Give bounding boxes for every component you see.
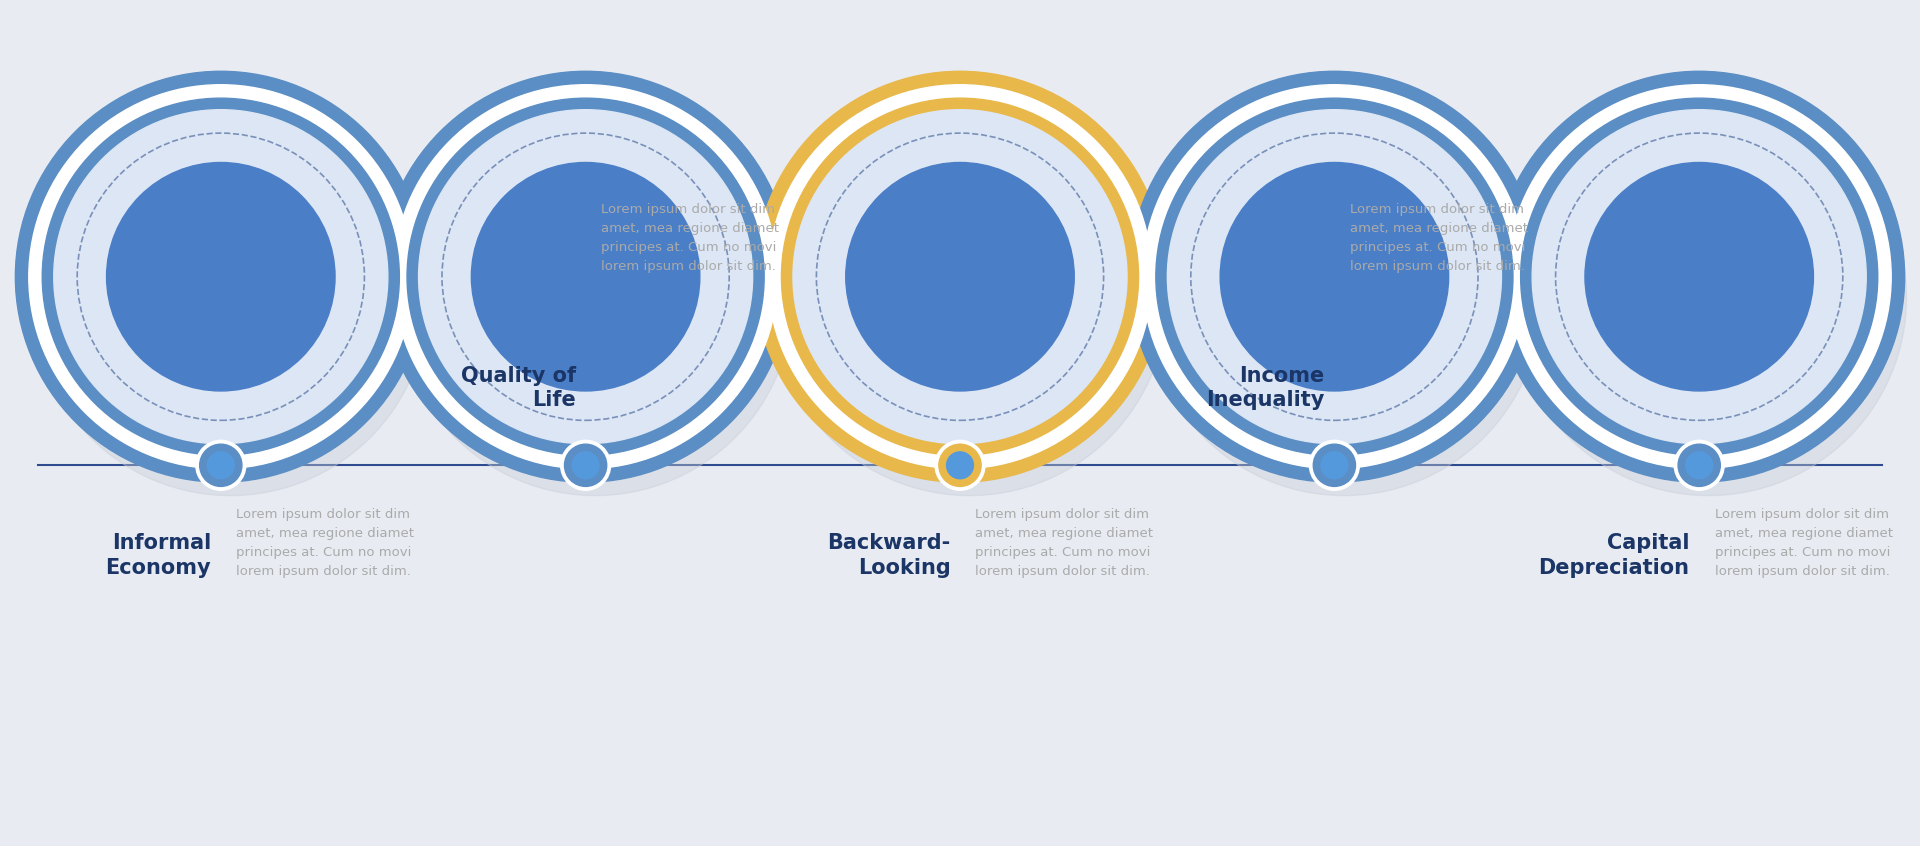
Text: Backward-
Looking: Backward- Looking	[828, 533, 950, 578]
Ellipse shape	[1507, 85, 1891, 469]
Ellipse shape	[15, 71, 426, 482]
Ellipse shape	[419, 110, 753, 444]
Ellipse shape	[1494, 71, 1905, 482]
Text: Lorem ipsum dolor sit dim
amet, mea regione diamet
principes at. Cum no movi
lor: Lorem ipsum dolor sit dim amet, mea regi…	[601, 203, 780, 273]
Ellipse shape	[1511, 100, 1907, 496]
Ellipse shape	[1167, 110, 1501, 444]
Ellipse shape	[1321, 452, 1348, 479]
Ellipse shape	[108, 162, 336, 391]
Ellipse shape	[1521, 98, 1878, 455]
Ellipse shape	[1146, 100, 1542, 496]
Ellipse shape	[781, 98, 1139, 455]
Ellipse shape	[1678, 444, 1720, 486]
Ellipse shape	[196, 440, 246, 491]
Ellipse shape	[1674, 440, 1724, 491]
Ellipse shape	[1586, 162, 1812, 391]
Ellipse shape	[935, 440, 985, 491]
Ellipse shape	[33, 100, 428, 496]
Ellipse shape	[200, 444, 242, 486]
Text: Lorem ipsum dolor sit dim
amet, mea regione diamet
principes at. Cum no movi
lor: Lorem ipsum dolor sit dim amet, mea regi…	[236, 508, 415, 578]
Ellipse shape	[772, 100, 1167, 496]
Text: Lorem ipsum dolor sit dim
amet, mea regione diamet
principes at. Cum no movi
lor: Lorem ipsum dolor sit dim amet, mea regi…	[975, 508, 1154, 578]
Ellipse shape	[472, 162, 699, 391]
Ellipse shape	[561, 440, 611, 491]
Ellipse shape	[793, 110, 1127, 444]
Ellipse shape	[380, 71, 791, 482]
Text: Quality of
Life: Quality of Life	[461, 365, 576, 410]
Ellipse shape	[1686, 452, 1713, 479]
Ellipse shape	[1156, 98, 1513, 455]
Text: Informal
Economy: Informal Economy	[106, 533, 211, 578]
Ellipse shape	[29, 85, 413, 469]
Ellipse shape	[1313, 444, 1356, 486]
Ellipse shape	[54, 110, 388, 444]
Ellipse shape	[845, 162, 1075, 391]
Ellipse shape	[1142, 85, 1526, 469]
Ellipse shape	[394, 85, 778, 469]
Ellipse shape	[572, 452, 599, 479]
Text: Lorem ipsum dolor sit dim
amet, mea regione diamet
principes at. Cum no movi
lor: Lorem ipsum dolor sit dim amet, mea regi…	[1350, 203, 1528, 273]
Ellipse shape	[207, 452, 234, 479]
Text: Capital
Depreciation: Capital Depreciation	[1538, 533, 1690, 578]
Ellipse shape	[1532, 110, 1866, 444]
Text: Income
Inequality: Income Inequality	[1206, 365, 1325, 410]
Ellipse shape	[768, 85, 1152, 469]
Ellipse shape	[397, 100, 793, 496]
Ellipse shape	[42, 98, 399, 455]
Ellipse shape	[1221, 162, 1448, 391]
Ellipse shape	[1309, 440, 1359, 491]
Ellipse shape	[947, 452, 973, 479]
Ellipse shape	[1129, 71, 1540, 482]
Ellipse shape	[407, 98, 764, 455]
Text: Lorem ipsum dolor sit dim
amet, mea regione diamet
principes at. Cum no movi
lor: Lorem ipsum dolor sit dim amet, mea regi…	[1715, 508, 1893, 578]
Ellipse shape	[755, 71, 1165, 482]
Ellipse shape	[564, 444, 607, 486]
Ellipse shape	[939, 444, 981, 486]
